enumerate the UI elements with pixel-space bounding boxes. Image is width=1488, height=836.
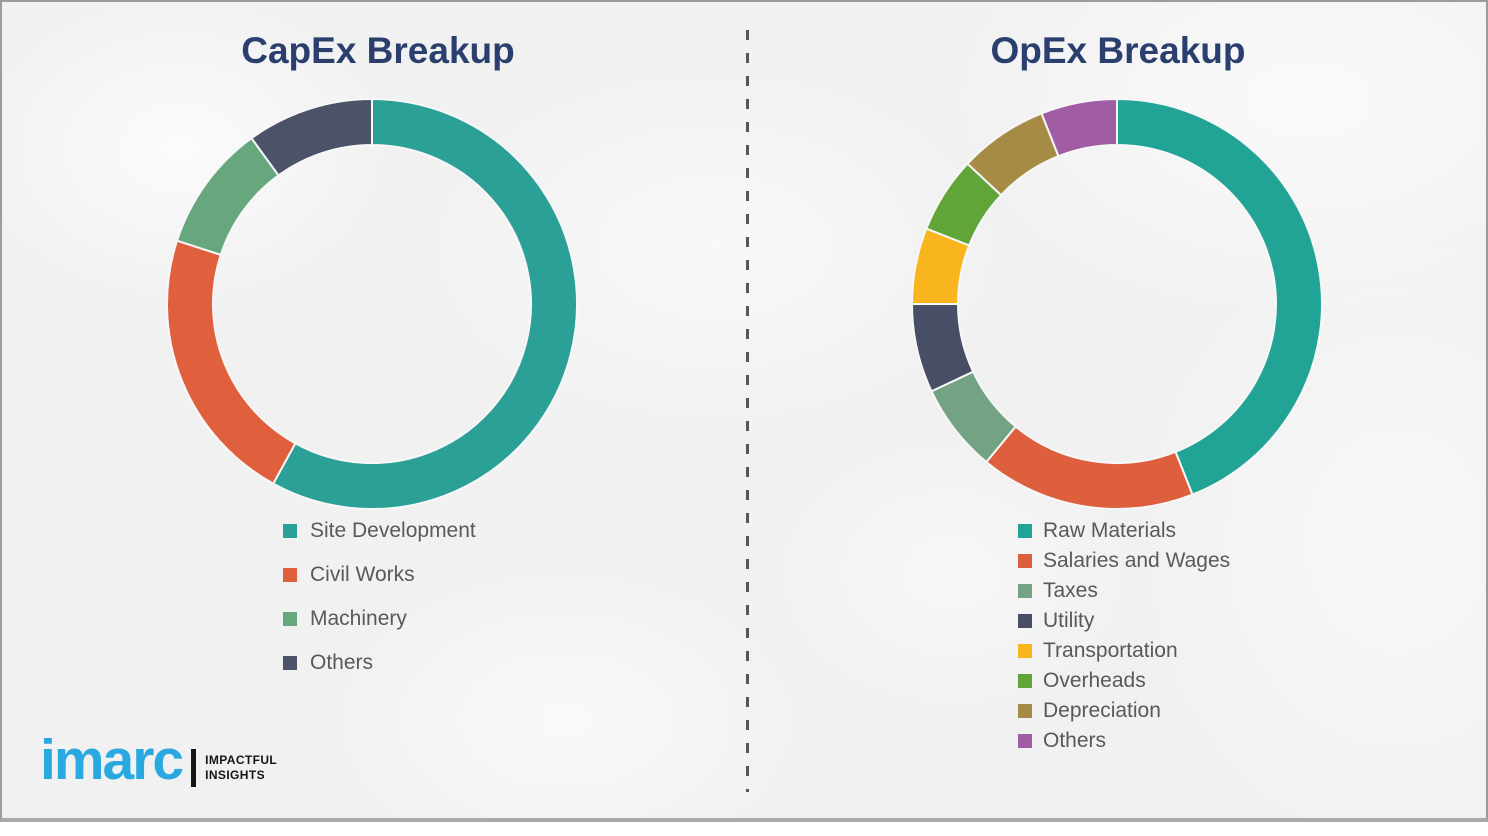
legend-swatch: [283, 568, 297, 582]
legend-item: Others: [1018, 729, 1230, 752]
logo-tagline: IMPACTFUL INSIGHTS: [205, 753, 277, 782]
legend-swatch: [1018, 584, 1032, 598]
donut-segment: [271, 97, 578, 510]
legend-item: Salaries and Wages: [1018, 549, 1231, 572]
opex-chart-title: OpEx Breakup: [990, 30, 1246, 71]
legend-label: Salaries and Wages: [1043, 549, 1231, 572]
donut-segment: [984, 425, 1194, 510]
donut-segment: [1040, 97, 1118, 158]
legend-item: Depreciation: [1018, 699, 1230, 722]
legend-swatch: [1018, 644, 1032, 658]
donut-segment: [1116, 97, 1323, 496]
logo-tagline-line2: INSIGHTS: [205, 767, 265, 782]
legend-swatch: [283, 524, 297, 538]
logo-divider-bar: [191, 748, 197, 787]
vertical-dashed-divider: [746, 30, 749, 792]
opex-legend: Raw Materials Salaries and Wages Taxes Util…: [1018, 519, 1231, 760]
legend-item: Overheads: [1018, 669, 1230, 692]
opex-donut-chart: [909, 96, 1325, 512]
legend-item: Others: [283, 651, 476, 675]
legend-label: Taxes: [1043, 579, 1098, 602]
legend-swatch: [1018, 704, 1032, 718]
legend-label: Transportation: [1043, 639, 1178, 662]
legend-item: Machinery: [283, 607, 476, 631]
legend-label: Site Development: [310, 519, 476, 542]
legend-item: Site Development: [283, 519, 476, 543]
imarc-logo: imarc IMPACTFUL INSIGHTS: [40, 732, 277, 789]
donut-svg: [166, 97, 578, 510]
legend-label: Others: [310, 651, 374, 674]
donut-svg: [910, 97, 1323, 510]
legend-item: Utility: [1018, 609, 1230, 632]
legend-swatch: [1018, 674, 1032, 688]
legend-label: Civil Works: [310, 563, 415, 586]
capex-chart-title: CapEx Breakup: [241, 30, 515, 71]
legend-swatch: [283, 612, 297, 626]
legend-label: Machinery: [310, 607, 407, 630]
legend-swatch: [283, 656, 297, 670]
legend-item: Civil Works: [283, 563, 476, 587]
legend-label: Overheads: [1043, 669, 1146, 692]
donut-segment: [166, 239, 297, 485]
legend-item: Taxes: [1018, 579, 1230, 602]
legend-label: Raw Materials: [1043, 519, 1177, 542]
legend-label: Depreciation: [1043, 699, 1161, 722]
capex-legend: Site Development Civil Works Machinery Othe…: [283, 519, 476, 695]
legend-swatch: [1018, 734, 1032, 748]
legend-item: Raw Materials: [1018, 519, 1230, 542]
legend-item: Transportation: [1018, 639, 1230, 662]
legend-label: Utility: [1043, 609, 1095, 632]
imarc-logo-wordmark: imarc: [40, 728, 184, 792]
capex-donut-chart: [164, 96, 580, 512]
logo-tagline-line1: IMPACTFUL: [205, 753, 278, 768]
legend-swatch: [1018, 554, 1032, 568]
legend-label: Others: [1043, 729, 1107, 752]
legend-swatch: [1018, 614, 1032, 628]
donut-segment: [250, 97, 373, 177]
legend-swatch: [1018, 524, 1032, 538]
